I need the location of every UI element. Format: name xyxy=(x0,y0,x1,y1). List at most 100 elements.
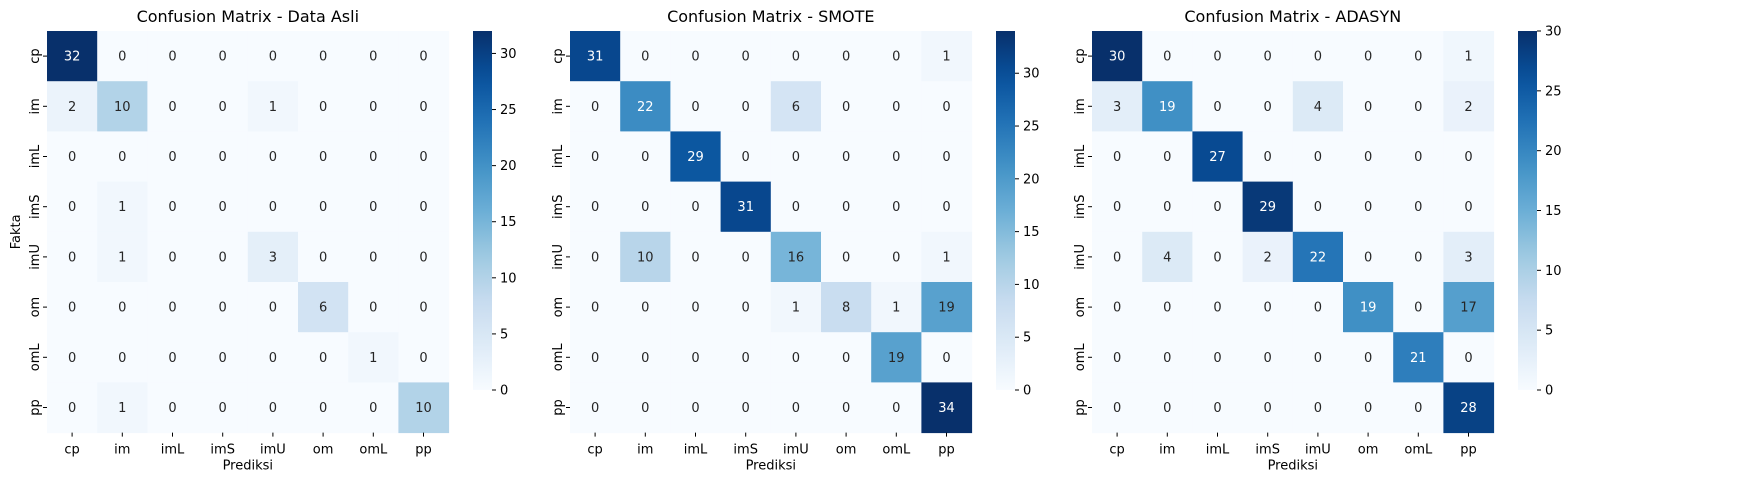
cell-value-label: 1 xyxy=(118,250,126,265)
colorbar-tick-label: 0 xyxy=(1023,384,1031,399)
cell-value-label: 0 xyxy=(1264,401,1272,416)
heatmap-cell-imL-imU xyxy=(1292,131,1344,183)
heatmap-cell-pp-imS xyxy=(1242,382,1294,434)
colorbar-tick-label: 25 xyxy=(500,103,517,118)
heatmap-cell-cp-cp xyxy=(570,31,621,82)
heatmap-cell-om-imU xyxy=(247,282,299,333)
heatmap-cell-im-pp xyxy=(398,81,450,132)
heatmap-cell-pp-om xyxy=(821,382,872,434)
cell-value-label: 0 xyxy=(168,100,176,115)
x-tick-label: im xyxy=(637,443,653,458)
colorbar-tick-label: 20 xyxy=(1023,172,1040,187)
heatmap-cell-omL-pp xyxy=(398,332,450,383)
heatmap-cell-om-pp xyxy=(1443,282,1495,333)
y-tick-label: cp xyxy=(1073,48,1088,63)
cell-value-label: 2 xyxy=(1264,250,1272,265)
heatmap-cell-imL-omL xyxy=(348,131,399,183)
heatmap-cell-im-imS xyxy=(720,81,772,132)
cell-value-label: 16 xyxy=(788,250,805,265)
cell-value-label: 1 xyxy=(792,301,800,316)
cell-value-label: 0 xyxy=(1464,351,1472,366)
y-tick-label: imU xyxy=(551,244,566,270)
heatmap-cell-pp-imL xyxy=(670,382,722,434)
cell-value-label: 0 xyxy=(1264,351,1272,366)
cell-value-label: 0 xyxy=(1364,150,1372,165)
cell-value-label: 0 xyxy=(1364,100,1372,115)
heatmap-cell-imS-imS xyxy=(197,181,249,233)
cell-value-label: 0 xyxy=(369,50,377,65)
heatmap-cell-cp-imU xyxy=(770,31,822,82)
cell-value-label: 0 xyxy=(591,351,599,366)
cell-value-label: 19 xyxy=(888,351,905,366)
colorbar-gradient xyxy=(473,31,492,390)
heatmap-cell-omL-imL xyxy=(1192,332,1244,383)
heatmap-cell-imS-omL xyxy=(1393,181,1444,233)
x-tick-label: imS xyxy=(1255,443,1280,458)
chart-title: Confusion Matrix - Data Asli xyxy=(137,7,359,26)
heatmap-cell-imU-omL xyxy=(1393,231,1444,283)
heatmap-cell-imL-om xyxy=(1343,131,1394,183)
x-tick-label: cp xyxy=(64,443,79,458)
cell-value-label: 0 xyxy=(1414,401,1422,416)
x-tick-label: om xyxy=(313,443,334,458)
cell-value-label: 0 xyxy=(742,250,750,265)
heatmap-cell-imS-cp xyxy=(570,181,621,233)
heatmap-cell-pp-om xyxy=(1343,382,1394,434)
heatmap-panel-data-asli: 32 0 0 0 0 0 0 02 10 0 0 1 0 0 00 0 0 0 0 0 0 00 1 0 0 0 0 0 00 1 0 0 3 0… xyxy=(9,7,517,474)
heatmap-cell-imL-im xyxy=(97,131,148,183)
colorbar-tick-label: 20 xyxy=(500,159,517,174)
heatmap-cell-im-cp xyxy=(570,81,621,132)
cell-value-label: 1 xyxy=(942,50,950,65)
cell-value-label: 0 xyxy=(319,250,327,265)
cell-value-label: 0 xyxy=(742,351,750,366)
chart-title: Confusion Matrix - SMOTE xyxy=(667,7,874,26)
heatmap-cell-pp-om xyxy=(298,382,349,434)
cell-value-label: 0 xyxy=(419,50,427,65)
cell-value-label: 0 xyxy=(419,200,427,215)
cell-value-label: 0 xyxy=(219,100,227,115)
cell-value-label: 0 xyxy=(419,150,427,165)
colorbar-adasyn: 0 5 10 15 20 25 30 xyxy=(1518,25,1562,399)
cell-value-label: 0 xyxy=(792,351,800,366)
heatmap-cell-imU-pp xyxy=(398,231,450,283)
cell-value-label: 19 xyxy=(1360,301,1377,316)
heatmap-cell-imS-cp xyxy=(47,181,98,233)
heatmap-cell-imS-im xyxy=(1142,181,1193,233)
colorbar-tick-label: 15 xyxy=(500,215,517,230)
cell-value-label: 0 xyxy=(1464,200,1472,215)
heatmap-cell-om-omL xyxy=(1393,282,1444,333)
cell-value-label: 1 xyxy=(892,301,900,316)
cell-value-label: 0 xyxy=(1213,200,1221,215)
cell-value-label: 0 xyxy=(1163,301,1171,316)
cell-value-label: 0 xyxy=(68,250,76,265)
cell-value-label: 0 xyxy=(1264,100,1272,115)
x-tick-label: omL xyxy=(882,443,911,458)
cell-value-label: 0 xyxy=(369,100,377,115)
cell-value-label: 0 xyxy=(1364,401,1372,416)
heatmap-cell-om-cp xyxy=(47,282,98,333)
cell-value-label: 0 xyxy=(942,351,950,366)
cell-value-label: 0 xyxy=(369,301,377,316)
x-tick-label: im xyxy=(1159,443,1175,458)
heatmap-cell-im-imL xyxy=(1192,81,1244,132)
cell-value-label: 0 xyxy=(691,100,699,115)
cell-value-label: 0 xyxy=(792,200,800,215)
heatmap-cell-imS-omL xyxy=(871,181,922,233)
heatmap-cell-pp-omL xyxy=(348,382,399,434)
cell-value-label: 0 xyxy=(641,50,649,65)
heatmap-cell-omL-imL xyxy=(670,332,722,383)
x-tick-label: pp xyxy=(415,443,432,458)
cell-value-label: 0 xyxy=(168,150,176,165)
cell-value-label: 0 xyxy=(118,301,126,316)
cell-value-label: 0 xyxy=(1314,301,1322,316)
heatmap-cell-pp-omL xyxy=(871,382,922,434)
heatmap-cell-pp-imS xyxy=(720,382,772,434)
cell-value-label: 0 xyxy=(1314,200,1322,215)
heatmap-cell-omL-omL xyxy=(348,332,399,383)
cell-value-label: 0 xyxy=(892,150,900,165)
heatmap-cell-imS-pp xyxy=(398,181,450,233)
heatmap-cell-pp-imS xyxy=(197,382,249,434)
cell-value-label: 0 xyxy=(1264,301,1272,316)
heatmap-cell-imL-om xyxy=(821,131,872,183)
cell-value-label: 0 xyxy=(419,250,427,265)
